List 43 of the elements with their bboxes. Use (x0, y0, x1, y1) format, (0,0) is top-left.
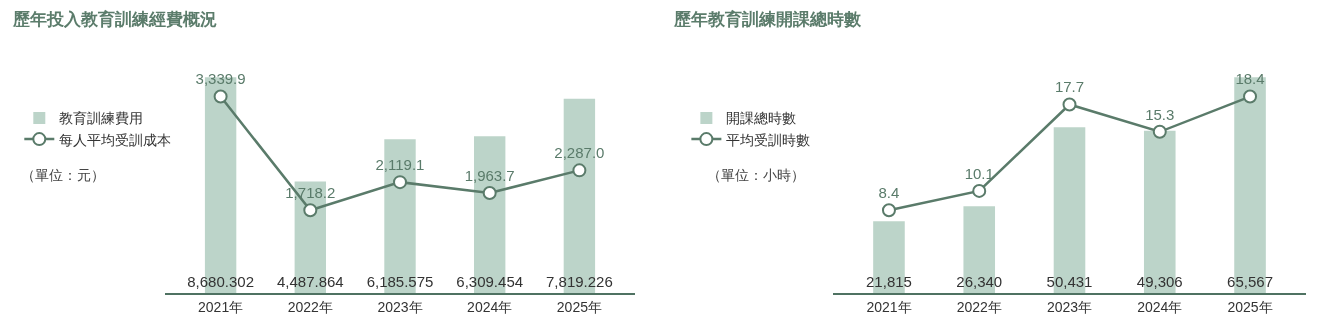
legend-label: 平均受訓時數 (726, 131, 811, 148)
data-label: 4,487.864 (276, 273, 344, 290)
x-tick-label: 2023年 (1046, 298, 1093, 315)
text: （單位：元） (21, 167, 105, 183)
chart-title: 歷年教育訓練開課總時數 (673, 9, 863, 30)
x-tick-label: 2023年 (377, 298, 423, 315)
legend-label: 開課總時數 (726, 110, 797, 127)
data-label: 49,306 (1136, 273, 1183, 290)
chart-title: 歷年投入教育訓練經費概況 (12, 9, 218, 30)
point (1062, 97, 1077, 112)
legend-label: 教育訓練費用 (59, 110, 144, 127)
x-tick-label: 2022年 (956, 298, 1002, 315)
point (213, 89, 228, 104)
data-label: 65,567 (1227, 273, 1273, 290)
point (393, 175, 407, 190)
point (1152, 124, 1167, 139)
data-label: 6,185.575 (366, 273, 434, 290)
x-tick-label: 2025年 (1227, 298, 1273, 315)
point (972, 183, 987, 198)
x-tick-label: 2025年 (556, 298, 602, 315)
x-tick-label: 2024年 (1137, 298, 1183, 315)
data-label: 7,819.226 (546, 273, 613, 290)
point (303, 203, 318, 218)
point (1243, 89, 1258, 104)
data-label: 15.3 (1145, 105, 1175, 123)
x-tick-label: 2022年 (287, 298, 333, 315)
data-label: 8.4 (878, 184, 900, 201)
point (572, 163, 587, 178)
x-tick-label: 2024年 (467, 298, 513, 315)
data-label: 26,340 (956, 273, 1003, 290)
data-label: 17.7 (1054, 78, 1085, 96)
data-label: 21,815 (866, 273, 912, 290)
x-tick-label: 2021年 (198, 298, 244, 315)
data-label: 8,680.302 (187, 273, 254, 290)
point (482, 186, 497, 201)
x-tick-label: 2021年 (866, 298, 912, 315)
data-label: 50,431 (1046, 273, 1093, 290)
legend-label: 每人平均受訓成本 (59, 131, 172, 148)
text: （單位：小時） (707, 167, 805, 183)
data-label: 3,339.9 (195, 70, 246, 88)
data-label: 10.1 (964, 164, 994, 182)
data-label: 6,309.454 (456, 273, 524, 290)
point (881, 203, 896, 218)
